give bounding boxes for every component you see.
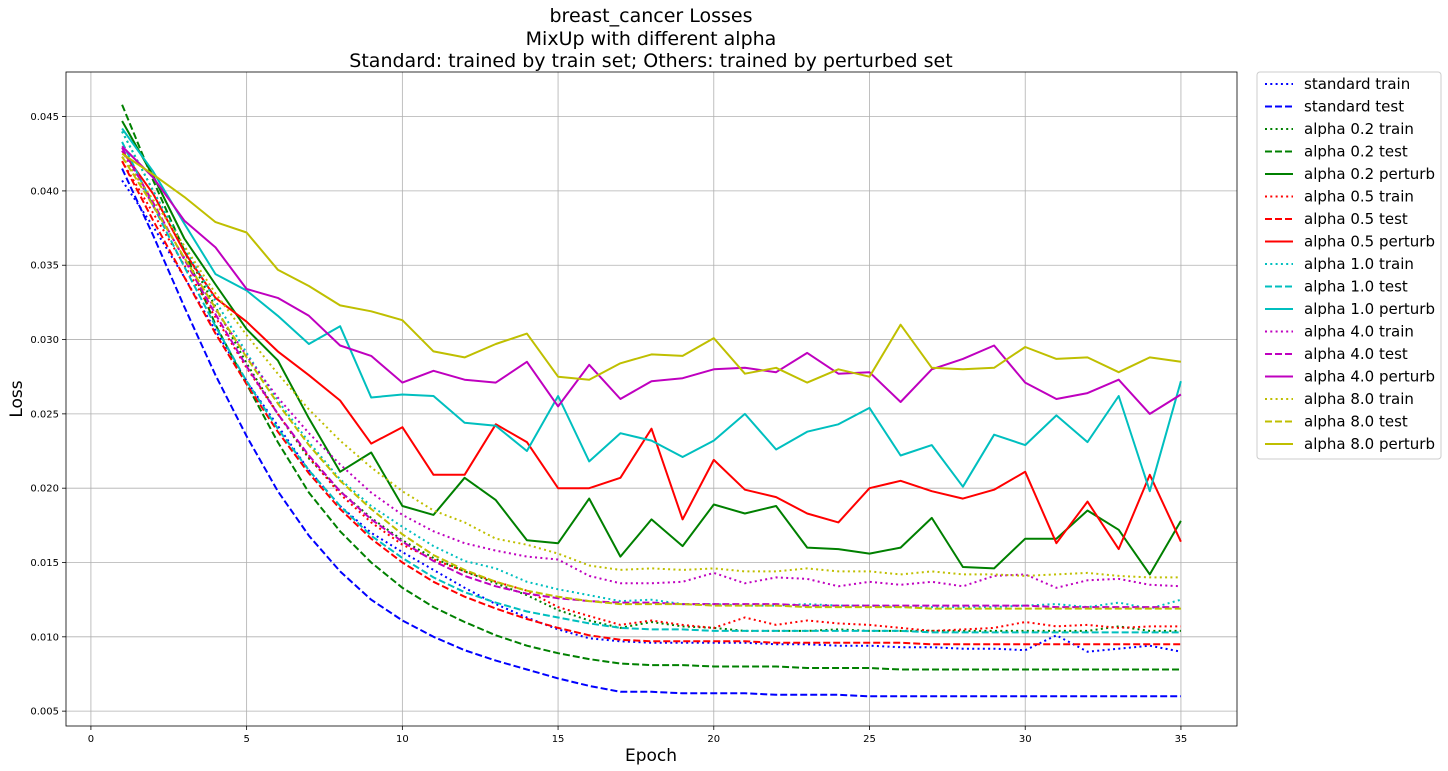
x-axis-label: Epoch xyxy=(625,746,677,766)
y-tick-label: 0.040 xyxy=(30,186,59,197)
x-tick-label: 15 xyxy=(552,734,565,745)
series-line-alpha-8-0-test xyxy=(121,156,1181,610)
y-tick-label: 0.020 xyxy=(30,484,59,495)
y-tick-label: 0.030 xyxy=(30,335,59,346)
series-line-standard-test xyxy=(121,168,1181,698)
title-line-1: breast_cancer Losses xyxy=(549,5,752,27)
series-lines xyxy=(121,104,1182,698)
legend-label: alpha 0.2 perturb xyxy=(1304,165,1435,183)
series-line-alpha-1-0-train xyxy=(121,131,1182,610)
y-tick-label: 0.015 xyxy=(30,558,59,569)
grid xyxy=(66,72,1237,726)
legend-label: alpha 0.2 train xyxy=(1304,120,1414,138)
series-line-alpha-4-0-train xyxy=(121,150,1181,589)
legend-label: standard train xyxy=(1304,75,1410,93)
series-line-alpha-0-2-perturb xyxy=(121,120,1182,576)
x-tick-label: 0 xyxy=(88,734,94,745)
legend-label: alpha 8.0 test xyxy=(1304,413,1408,431)
series-line-alpha-8-0-perturb xyxy=(121,152,1182,384)
plot-frame xyxy=(65,71,1238,727)
legend-label: alpha 8.0 train xyxy=(1304,390,1414,408)
series-line-alpha-0-2-train xyxy=(121,131,1181,632)
title-line-2: MixUp with different alpha xyxy=(526,28,777,50)
y-ticks: 0.005 0.010 0.015 0.020 0.025 0.030 0.035 0.040… xyxy=(30,112,66,718)
series-line-alpha-1-0-perturb xyxy=(121,127,1182,493)
y-tick-label: 0.010 xyxy=(30,632,59,643)
series-line-alpha-4-0-test xyxy=(121,147,1181,609)
legend-label: alpha 0.2 test xyxy=(1304,143,1408,161)
legend-label: alpha 1.0 test xyxy=(1304,278,1408,296)
legend: standard train standard test alpha 0.2 tra… xyxy=(1256,71,1442,460)
legend-label: alpha 1.0 train xyxy=(1304,255,1414,273)
legend-label: alpha 4.0 test xyxy=(1304,345,1408,363)
series-line-standard-train xyxy=(121,179,1182,653)
title-line-3: Standard: trained by train set; Others: … xyxy=(349,50,952,72)
y-tick-label: 0.045 xyxy=(30,112,59,123)
y-axis-label: Loss xyxy=(7,380,27,417)
x-tick-label: 30 xyxy=(1019,734,1032,745)
legend-label: alpha 0.5 train xyxy=(1304,188,1414,206)
y-tick-label: 0.025 xyxy=(30,409,59,420)
legend-label: alpha 8.0 perturb xyxy=(1304,435,1435,453)
series-line-alpha-0-5-perturb xyxy=(121,150,1182,551)
y-tick-label: 0.005 xyxy=(30,707,59,718)
series-line-alpha-4-0-perturb xyxy=(121,145,1182,415)
x-tick-label: 35 xyxy=(1175,734,1188,745)
x-tick-label: 5 xyxy=(243,734,249,745)
x-tick-label: 10 xyxy=(396,734,409,745)
chart-title: breast_cancer Losses MixUp with differen… xyxy=(349,5,952,72)
legend-label: standard test xyxy=(1304,98,1404,116)
legend-label: alpha 4.0 perturb xyxy=(1304,368,1435,386)
x-tick-label: 25 xyxy=(863,734,876,745)
legend-label: alpha 0.5 test xyxy=(1304,210,1408,228)
legend-label: alpha 1.0 perturb xyxy=(1304,300,1435,318)
legend-frame xyxy=(1256,71,1442,460)
series-line-alpha-0-5-test xyxy=(121,160,1181,646)
legend-label: alpha 0.5 perturb xyxy=(1304,233,1435,251)
legend-label: alpha 4.0 train xyxy=(1304,323,1414,341)
series-line-alpha-1-0-test xyxy=(121,141,1181,634)
x-ticks: 0 5 10 15 20 25 30 35 xyxy=(88,726,1188,745)
y-tick-label: 0.035 xyxy=(30,261,59,272)
x-tick-label: 20 xyxy=(707,734,720,745)
series-line-alpha-0-2-test xyxy=(121,104,1181,671)
series-line-alpha-0-5-train xyxy=(121,160,1181,632)
